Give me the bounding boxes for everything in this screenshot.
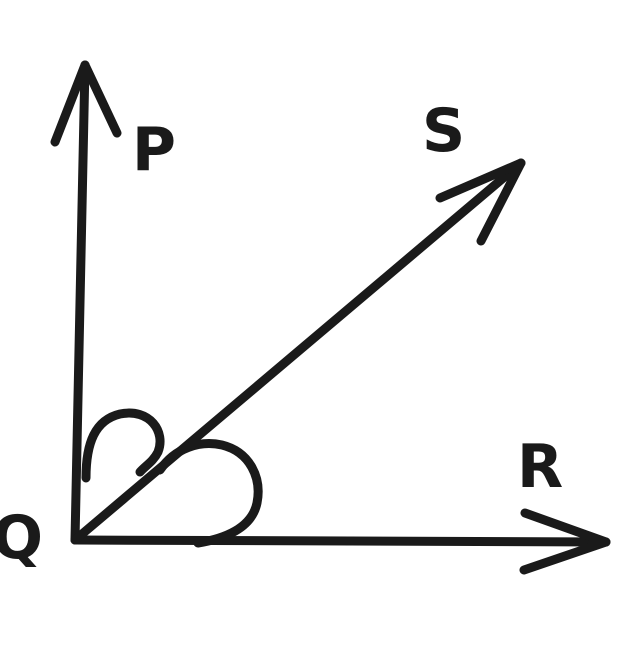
ray-qs [70,158,526,545]
angle-arc-pqs [81,408,165,483]
angle-arc-sqr [155,439,263,548]
ray-qr-arrowhead [519,508,611,575]
label-p: P [132,115,176,185]
ray-qp [50,60,122,545]
label-r: R [517,432,563,502]
label-s: S [422,96,465,166]
label-q: Q [0,503,43,573]
ray-qs-arrowhead [435,158,526,246]
ray-qs-line [70,158,526,545]
ray-qr-line [70,535,611,547]
ray-qp-arrowhead [50,60,122,147]
ray-qr [70,508,611,575]
ray-qp-line [70,60,90,545]
